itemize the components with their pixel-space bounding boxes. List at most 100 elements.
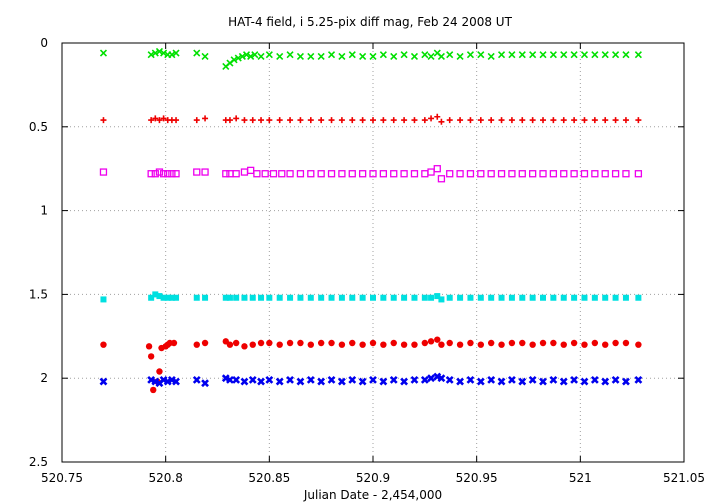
data-point: [338, 294, 345, 301]
data-point: [327, 375, 336, 384]
data-point: [634, 170, 643, 178]
data-point: [570, 170, 578, 178]
data-point: [151, 49, 159, 57]
data-point: [571, 294, 578, 301]
data-point: [201, 168, 209, 176]
data-point: [338, 341, 346, 348]
data-point: [247, 166, 255, 175]
data-point: [437, 374, 446, 383]
data-point: [390, 339, 397, 347]
data-point: [612, 117, 619, 124]
data-point: [232, 339, 240, 347]
data-point: [508, 170, 516, 178]
data-point: [152, 291, 159, 298]
data-point: [159, 170, 168, 178]
data-point: [428, 294, 435, 301]
data-point: [434, 113, 441, 120]
data-point: [338, 170, 346, 178]
data-point: [528, 375, 537, 384]
data-point: [276, 52, 284, 60]
data-point: [434, 293, 441, 300]
data-point: [297, 339, 304, 347]
data-point: [307, 170, 315, 178]
data-point: [498, 294, 505, 301]
data-point: [438, 118, 445, 125]
data-point: [193, 168, 201, 176]
data-point: [570, 375, 579, 384]
data-point: [518, 377, 527, 386]
data-point: [317, 377, 326, 386]
data-point: [296, 377, 305, 386]
data-point: [634, 51, 642, 59]
data-point: [612, 294, 619, 301]
data-point: [100, 341, 107, 348]
data-point: [317, 170, 325, 178]
data-point: [338, 52, 346, 60]
data-point: [168, 294, 175, 301]
data-point: [508, 294, 515, 301]
data-point: [550, 339, 557, 347]
data-point: [369, 339, 377, 347]
data-point: [488, 294, 495, 301]
data-point: [266, 117, 273, 124]
data-point: [438, 296, 445, 303]
data-point: [591, 294, 598, 301]
data-point: [258, 117, 265, 124]
data-point: [581, 117, 588, 124]
data-point: [99, 49, 108, 57]
data-point: [611, 375, 620, 384]
data-point: [549, 170, 558, 178]
data-point: [348, 170, 356, 178]
data-point: [248, 375, 257, 384]
data-point: [540, 117, 547, 124]
data-point: [349, 294, 356, 301]
data-point: [241, 343, 248, 350]
data-point: [467, 117, 474, 124]
data-point: [580, 51, 589, 59]
data-point: [156, 293, 163, 300]
data-point: [390, 117, 397, 124]
data-point: [379, 377, 388, 386]
data-point: [156, 368, 163, 375]
data-point: [317, 52, 325, 60]
data-point: [202, 294, 209, 301]
data-point: [601, 170, 609, 178]
data-point: [529, 294, 536, 301]
data-point: [296, 52, 304, 60]
data-point: [337, 377, 346, 386]
data-point: [446, 339, 453, 347]
data-point: [370, 294, 376, 301]
data-point: [437, 175, 446, 183]
data-point: [359, 52, 367, 60]
data-point: [612, 51, 620, 59]
data-point: [591, 117, 598, 124]
data-point: [421, 294, 428, 301]
data-point: [173, 117, 180, 124]
y-tick-label: 2: [40, 371, 48, 385]
data-point: [508, 51, 516, 59]
data-point: [487, 339, 495, 347]
data-point: [401, 294, 408, 301]
data-point: [148, 117, 155, 124]
data-point: [160, 49, 168, 57]
data-point: [411, 341, 418, 348]
data-point: [457, 117, 464, 124]
data-point: [240, 377, 249, 386]
data-point: [380, 294, 387, 301]
data-point: [307, 294, 314, 301]
data-point: [296, 170, 305, 178]
data-point: [519, 339, 526, 347]
data-point: [265, 51, 273, 59]
data-point: [358, 170, 367, 178]
x-tick-label: 520.95: [456, 471, 498, 485]
data-point: [318, 117, 325, 124]
data-point: [539, 51, 547, 59]
data-point: [145, 343, 153, 350]
data-point: [230, 56, 238, 64]
data-point: [488, 117, 495, 124]
data-point: [466, 375, 475, 384]
data-point: [421, 170, 429, 178]
data-point: [622, 51, 630, 59]
data-point: [622, 170, 630, 178]
data-point: [202, 115, 209, 122]
